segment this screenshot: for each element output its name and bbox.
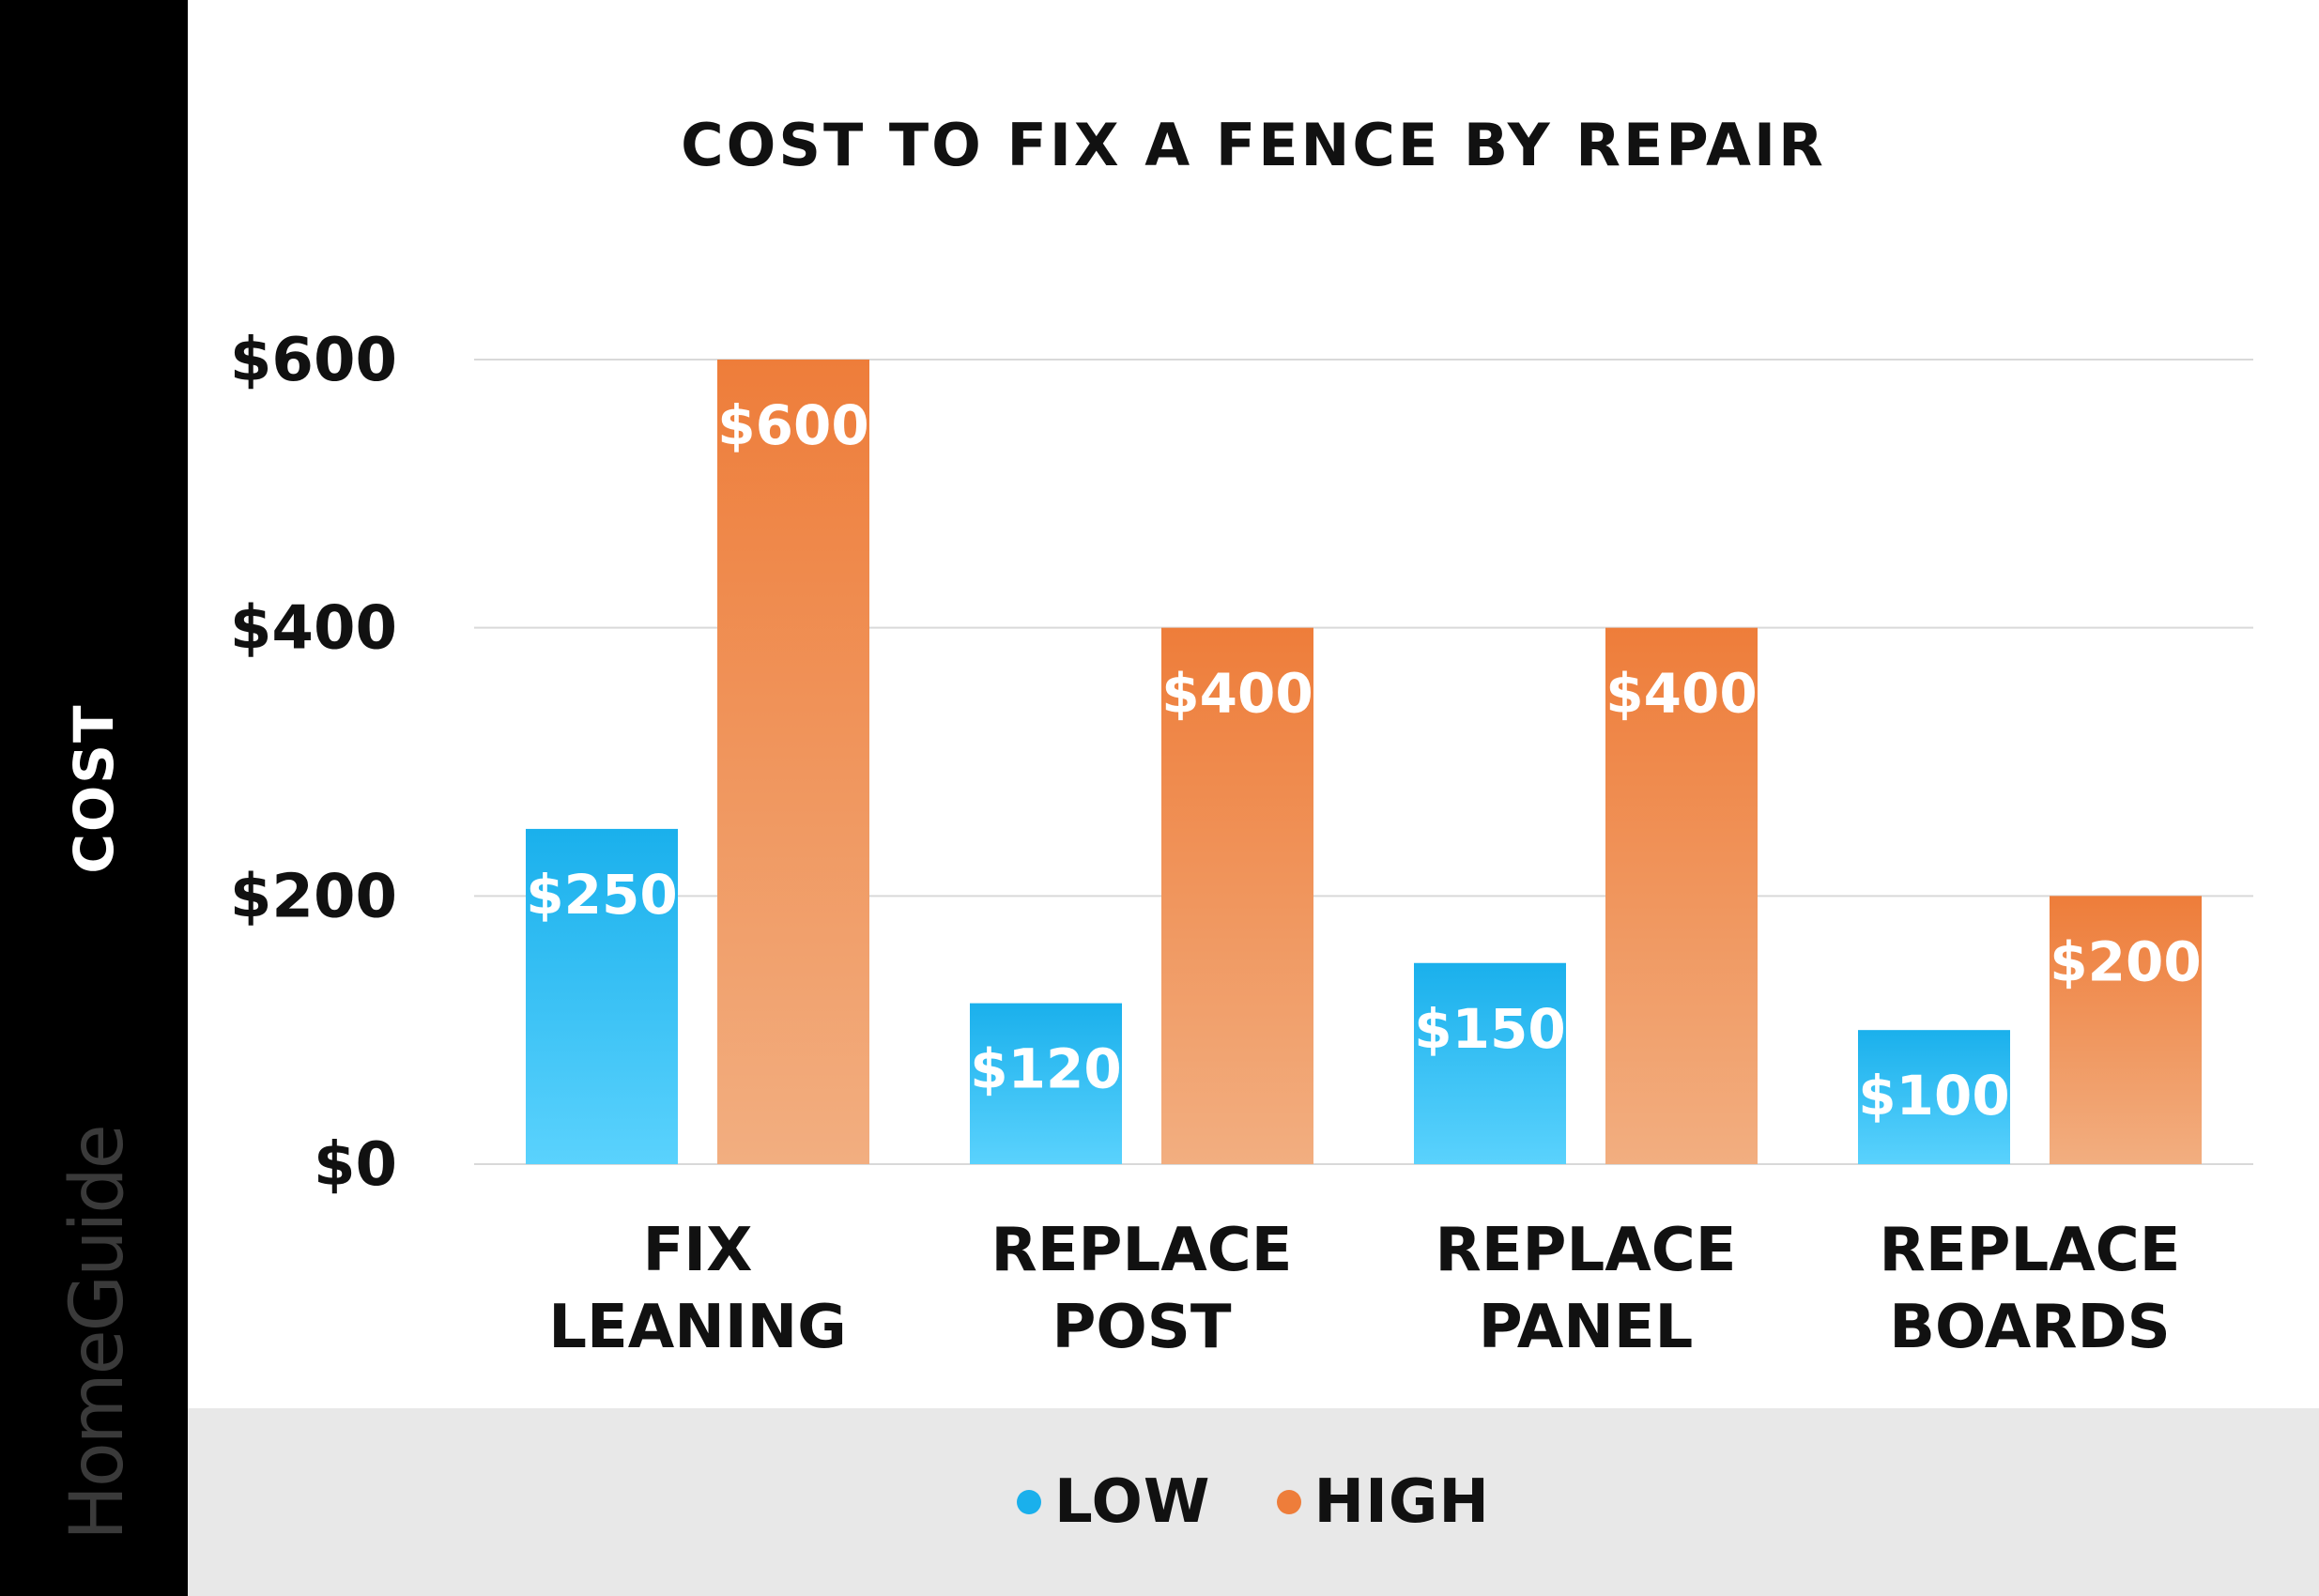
x-tick-label: REPLACE BOARDS xyxy=(1880,1216,2181,1362)
bar-high xyxy=(717,360,869,1164)
bar-low xyxy=(970,1003,1122,1164)
data-label: $250 xyxy=(526,863,677,927)
legend-dot-low xyxy=(1017,1490,1042,1514)
legend-item-low: LOW xyxy=(1017,1467,1211,1537)
chart-title: COST TO FIX A FENCE BY REPAIR xyxy=(681,111,1826,179)
bar-chart: $0 $200 $400 $600 $250 $600 FIX LEANING $120 $400… xyxy=(230,326,2253,1362)
data-label: $120 xyxy=(970,1037,1121,1101)
legend-label-low: LOW xyxy=(1054,1467,1211,1537)
bar-high xyxy=(1605,627,1758,1164)
left-band: COST HomeGuide xyxy=(0,0,188,1596)
x-tick-label: REPLACE POST xyxy=(991,1216,1293,1362)
data-label: $150 xyxy=(1414,997,1565,1061)
legend: LOW HIGH xyxy=(188,1408,2319,1596)
y-tick-label: $600 xyxy=(230,326,397,395)
y-tick-label: $200 xyxy=(230,862,397,931)
bar-high xyxy=(1161,627,1313,1164)
data-label: $200 xyxy=(2050,929,2201,993)
bar-high xyxy=(2050,896,2202,1164)
legend-band: LOW HIGH xyxy=(188,1408,2319,1596)
data-label: $600 xyxy=(717,393,868,457)
legend-label-high: HIGH xyxy=(1313,1467,1490,1537)
bar-low xyxy=(526,828,678,1164)
y-tick-label: $400 xyxy=(230,594,397,664)
legend-item-high: HIGH xyxy=(1276,1467,1490,1537)
data-label: $400 xyxy=(1161,662,1313,726)
y-tick-label: $0 xyxy=(314,1130,397,1200)
x-tick-label: REPLACE PANEL xyxy=(1436,1216,1737,1362)
x-tick-label: FIX LEANING xyxy=(548,1216,847,1362)
data-label: $100 xyxy=(1858,1064,2009,1128)
bar-low xyxy=(1858,1030,2010,1164)
data-label: $400 xyxy=(1605,662,1757,726)
legend-dot-high xyxy=(1276,1490,1301,1514)
bar-low xyxy=(1414,962,1566,1164)
